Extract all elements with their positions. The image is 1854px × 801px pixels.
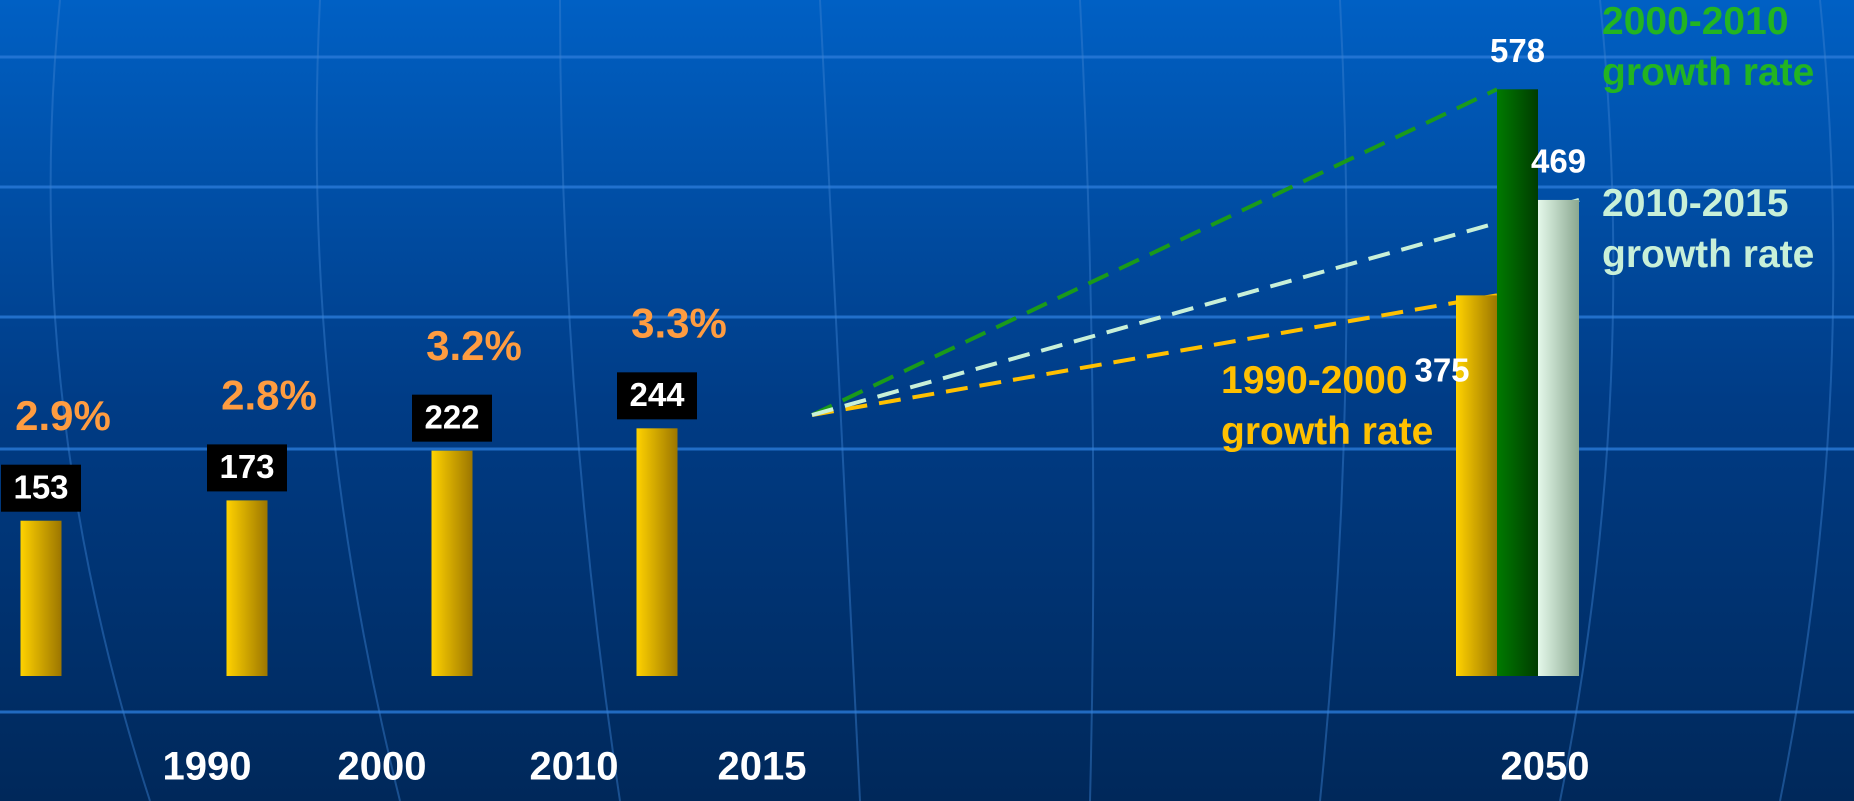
value-label: 469: [1531, 143, 1586, 180]
bar: [431, 450, 473, 676]
value-label: 375: [1414, 352, 1469, 389]
value-label: 153: [13, 468, 68, 505]
trend-line: [811, 87, 1498, 417]
x-tick-label: 2010: [530, 745, 619, 789]
legend-label: 2000-2010 growth rate: [1602, 0, 1815, 94]
x-tick-label: 2015: [718, 745, 807, 789]
trend-line: [811, 293, 1498, 417]
legend-label: 1990-2000 growth rate: [1221, 359, 1434, 453]
value-label: 173: [219, 448, 274, 485]
globe-meridians: [49, 0, 1835, 801]
growth-rate-label: 3.2%: [426, 322, 522, 369]
bar: [20, 520, 62, 676]
trend-line: [811, 198, 1580, 417]
x-tick-label: 2000: [338, 745, 427, 789]
growth-rate-label: 3.3%: [631, 299, 727, 346]
x-tick-label: 2050: [1501, 745, 1590, 789]
value-label: 578: [1490, 32, 1545, 69]
value-label-box: [207, 444, 287, 492]
growth-rate-label: 2.9%: [15, 392, 111, 439]
value-label-box: [1, 464, 81, 512]
value-label-box: [412, 394, 492, 442]
projection-bar: [1538, 199, 1579, 676]
projection-bar: [1497, 89, 1538, 676]
value-label: 222: [424, 398, 479, 435]
value-label-box: [617, 372, 697, 420]
bar: [226, 500, 268, 676]
value-label: 244: [629, 376, 685, 413]
bar: [636, 428, 678, 676]
legend-label: 2010-2015 growth rate: [1602, 182, 1815, 276]
x-tick-label: 1990: [163, 745, 252, 789]
growth-rate-label: 2.8%: [221, 371, 317, 418]
projection-bar: [1456, 295, 1497, 676]
